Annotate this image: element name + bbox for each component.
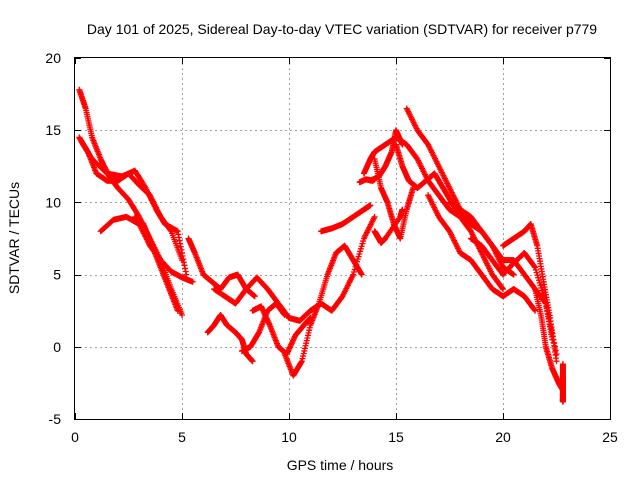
data-point [179,312,185,319]
data-point [531,263,538,270]
x-tick-label: 10 [281,429,297,445]
grid-lines [75,58,610,419]
data-point [174,307,181,314]
data-point [553,358,560,365]
data-point [532,307,539,314]
y-tick-label: -5 [49,411,62,427]
y-tick-label: 20 [45,50,61,66]
x-axis-title: GPS time / hours [287,457,394,473]
data-point [189,278,196,285]
x-tick-label: 5 [178,429,186,445]
x-tick-label: 20 [495,429,511,445]
data-point [559,398,566,405]
y-axis-title: SDTVAR / TECUs [6,182,22,294]
y-tick-label: 5 [53,267,61,283]
plot-frame [74,57,611,420]
axis-ticks [75,58,611,420]
chart-title: Day 101 of 2025, Sidereal Day-to-day VTE… [87,21,597,37]
data-point [367,202,374,209]
data-point [399,141,406,148]
data-point [249,358,256,365]
y-tick-label: 15 [45,122,61,138]
data-points [76,86,566,405]
data-point [281,312,288,319]
data-point [531,306,538,313]
y-tick-label: 0 [53,339,61,355]
data-point [358,271,365,278]
x-tick-labels: 0 5 10 15 20 25 [71,429,618,445]
data-point [371,176,378,183]
y-tick-label: 10 [45,194,61,210]
data-point [510,271,517,278]
x-tick-label: 15 [388,429,404,445]
data-point [499,285,506,292]
data-point [399,206,406,213]
x-tick-label: 0 [71,429,79,445]
x-tick-label: 25 [602,429,618,445]
y-tick-labels: -5 0 5 10 15 20 [45,50,61,427]
data-point [251,293,258,300]
data-point [371,213,378,220]
data-point [500,286,506,293]
